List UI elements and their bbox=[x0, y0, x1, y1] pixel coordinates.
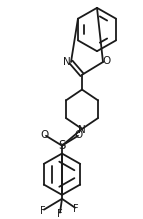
Text: O: O bbox=[103, 56, 111, 66]
Text: F: F bbox=[57, 208, 63, 219]
Text: O: O bbox=[41, 130, 49, 140]
Text: O: O bbox=[75, 130, 83, 140]
Text: F: F bbox=[73, 204, 79, 214]
Text: N: N bbox=[78, 125, 86, 135]
Text: N: N bbox=[63, 57, 71, 67]
Text: S: S bbox=[58, 139, 66, 152]
Text: F: F bbox=[40, 206, 46, 216]
